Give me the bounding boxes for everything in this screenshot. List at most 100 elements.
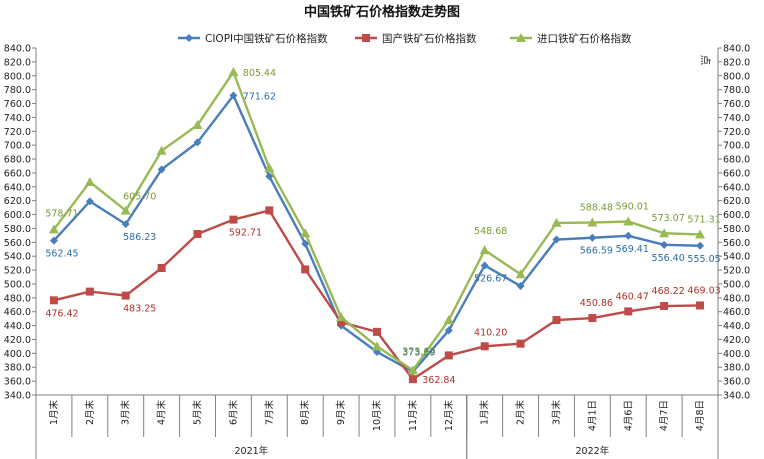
data-point-triangle xyxy=(551,217,562,227)
data-point-square xyxy=(373,327,381,336)
data-label: 375.63 xyxy=(402,346,435,357)
left-tick-label: 680.0 xyxy=(4,155,31,166)
legend-item: CIOPI中国铁矿石价格指数 xyxy=(178,32,328,45)
left-tick-label: 640.0 xyxy=(4,182,31,193)
data-point-diamond xyxy=(624,231,633,240)
data-point-square xyxy=(444,351,453,360)
data-point-triangle xyxy=(300,228,311,238)
data-label: 605.70 xyxy=(123,192,156,203)
data-label: 571.31 xyxy=(687,214,720,225)
category-label: 6月末 xyxy=(227,400,239,426)
data-label: 592.71 xyxy=(229,228,262,239)
data-label: 771.62 xyxy=(243,91,276,102)
data-point-triangle xyxy=(372,341,382,351)
category-label: 4月7日 xyxy=(659,400,670,431)
data-point-square xyxy=(552,316,561,325)
data-point-triangle xyxy=(695,229,706,239)
left-tick-label: 700.0 xyxy=(4,141,31,152)
category-label: 5月末 xyxy=(192,400,204,426)
category-label: 2月末 xyxy=(84,400,96,426)
legend-label: CIOPI中国铁矿石价格指数 xyxy=(205,32,328,45)
left-tick-label: 480.0 xyxy=(4,293,31,304)
left-tick-label: 540.0 xyxy=(4,252,31,263)
category-label: 10月末 xyxy=(371,400,383,432)
data-point-triangle xyxy=(443,315,454,325)
year-group-label: 2022年 xyxy=(576,445,610,457)
data-point-diamond xyxy=(265,172,274,181)
chart-legend: CIOPI中国铁矿石价格指数 国产铁矿石价格指数 进口铁矿石价格指数 xyxy=(178,32,632,45)
data-point-square xyxy=(157,263,166,272)
right-tick-label: 560.0 xyxy=(723,238,750,249)
data-label: 556.40 xyxy=(652,253,685,264)
right-tick-label: 440.0 xyxy=(723,321,750,332)
right-tick-label: 820.0 xyxy=(723,57,750,68)
data-point-triangle xyxy=(515,269,526,279)
data-point-triangle xyxy=(120,205,131,215)
chart-title: 中国铁矿石价格指数走势图 xyxy=(304,4,460,20)
data-point-diamond xyxy=(660,240,669,249)
data-label: 468.22 xyxy=(652,286,685,297)
data-point-triangle xyxy=(48,224,59,234)
data-point-diamond xyxy=(185,34,193,42)
data-point-triangle xyxy=(407,365,418,375)
right-tick-label: 760.0 xyxy=(723,99,750,110)
year-group-label: 2021年 xyxy=(235,445,269,457)
data-point-diamond xyxy=(85,197,94,206)
data-label: 569.41 xyxy=(616,244,649,255)
data-label: 590.01 xyxy=(616,201,649,212)
left-tick-label: 400.0 xyxy=(4,349,31,360)
category-label: 1月末 xyxy=(479,400,491,426)
left-tick-label: 560.0 xyxy=(4,238,31,249)
series-2 xyxy=(48,66,706,375)
data-point-square xyxy=(121,291,130,300)
category-label: 2月末 xyxy=(515,400,527,426)
legend-item: 国产铁矿石价格指数 xyxy=(355,32,477,45)
data-label: 548.68 xyxy=(474,226,507,237)
data-label: 526.67 xyxy=(474,273,507,284)
data-label: 476.42 xyxy=(45,308,78,319)
data-label: 573.07 xyxy=(652,213,685,224)
data-point-square xyxy=(660,302,669,311)
data-label: 555.05 xyxy=(687,254,720,265)
right-axis-unit: 点 xyxy=(699,55,711,66)
data-point-triangle xyxy=(516,33,526,42)
right-tick-label: 460.0 xyxy=(723,307,750,318)
series-layer xyxy=(48,66,706,384)
data-label: 469.03 xyxy=(687,285,720,296)
right-tick-label: 360.0 xyxy=(723,377,750,388)
data-point-diamond xyxy=(157,165,166,174)
data-label: 805.44 xyxy=(243,68,276,79)
data-point-square xyxy=(265,206,274,215)
right-tick-label: 800.0 xyxy=(723,71,750,82)
series-line xyxy=(52,70,701,372)
right-tick-label: 420.0 xyxy=(723,335,750,346)
left-tick-label: 520.0 xyxy=(4,266,31,277)
data-point-square xyxy=(588,314,597,323)
category-label: 11月末 xyxy=(407,400,419,432)
right-tick-label: 740.0 xyxy=(723,113,750,124)
data-point-triangle xyxy=(659,228,670,238)
right-tick-label: 520.0 xyxy=(723,266,750,277)
data-point-square xyxy=(229,215,238,224)
category-label: 7月末 xyxy=(263,400,275,426)
data-point-diamond xyxy=(516,282,525,291)
data-point-square xyxy=(362,34,370,42)
data-point-square xyxy=(696,301,705,310)
category-label: 4月末 xyxy=(156,400,168,426)
left-tick-label: 380.0 xyxy=(4,363,31,374)
data-point-diamond xyxy=(480,261,489,270)
right-tick-label: 540.0 xyxy=(723,252,750,263)
data-point-diamond xyxy=(552,235,561,244)
right-tick-label: 380.0 xyxy=(723,363,750,374)
right-tick-label: 780.0 xyxy=(723,85,750,96)
data-point-triangle xyxy=(228,66,239,76)
left-tick-label: 660.0 xyxy=(4,168,31,179)
data-point-square xyxy=(408,375,417,384)
data-point-triangle xyxy=(156,145,167,155)
right-tick-label: 720.0 xyxy=(723,127,750,138)
category-label: 3月末 xyxy=(120,400,132,426)
category-label: 3月末 xyxy=(550,400,562,426)
data-label: 562.45 xyxy=(45,249,78,260)
category-label: 8月末 xyxy=(299,400,311,426)
right-tick-label: 480.0 xyxy=(723,293,750,304)
